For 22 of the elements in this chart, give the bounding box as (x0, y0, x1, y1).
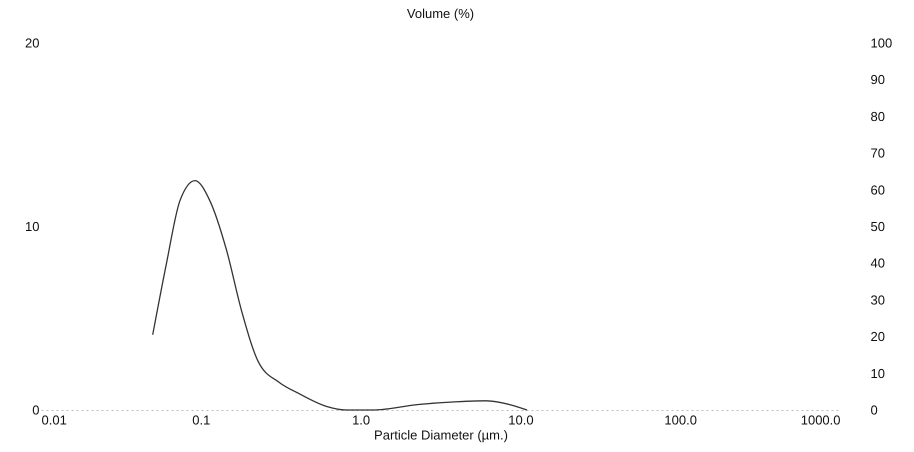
y2-tick-label: 80 (870, 108, 885, 124)
x-tick-label: 10.0 (508, 412, 534, 428)
y2-tick-label: 100 (870, 36, 892, 50)
y2-tick-label: 30 (870, 292, 885, 308)
y2-tick-label: 40 (870, 256, 885, 271)
y2-tick-label: 0 (870, 402, 878, 418)
y2-tick-label: 70 (870, 146, 885, 161)
y-tick-label: 0 (32, 402, 40, 418)
y2-tick-label: 60 (870, 182, 885, 198)
y2-tick-label: 50 (870, 219, 885, 234)
x-tick-label: 0.1 (192, 412, 210, 428)
x-tick-label: 1.0 (352, 412, 370, 428)
x-tick-label: 1000.0 (800, 412, 840, 428)
y-tick-label: 10 (25, 219, 40, 234)
x-tick-label: 0.01 (42, 412, 67, 428)
y-tick-label: 20 (25, 36, 40, 50)
x-axis-title: Particle Diameter (µm.) (374, 428, 508, 442)
chart-title: Volume (%) (406, 6, 474, 21)
x-tick-label: 100.0 (664, 412, 697, 428)
y2-tick-label: 10 (870, 366, 885, 381)
y2-tick-label: 20 (870, 329, 885, 344)
y2-tick-label: 90 (870, 72, 885, 88)
